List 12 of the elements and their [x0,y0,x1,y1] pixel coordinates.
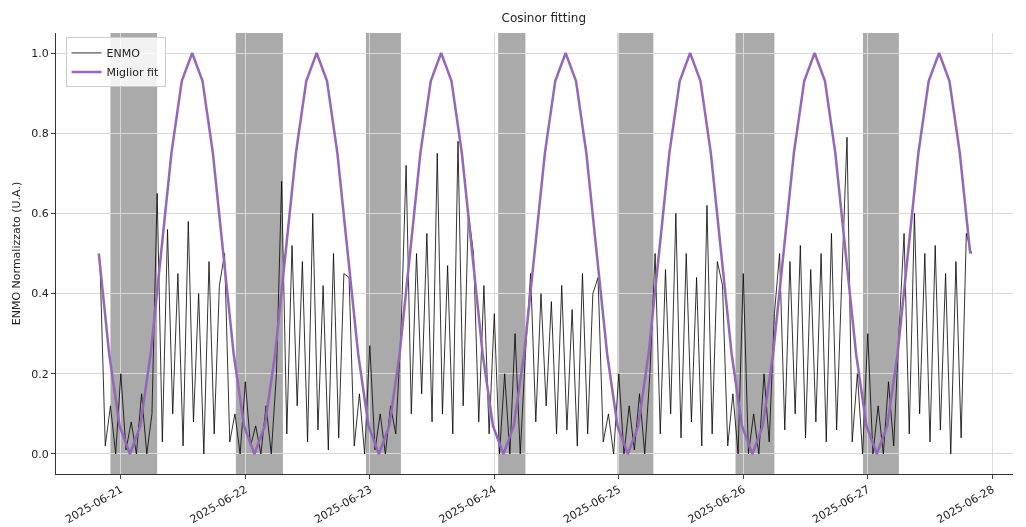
line-series [99,136,972,455]
y-tick-label: 0.8 [31,127,49,141]
y-tick-label: 0.4 [31,287,49,301]
line-series [97,51,972,456]
chart-title: Cosinor fitting [501,10,587,25]
y-axis-title: ENMO Normalizzato (U.A.) [9,181,23,326]
y-tick-label: 0.2 [31,367,49,381]
legend-label: Miglior fit [106,66,159,80]
y-tick-label: 1.0 [31,46,49,60]
legend-label: ENMO [106,47,141,61]
y-tick-label: 0.0 [31,447,49,461]
y-tick-label: 0.6 [31,207,49,221]
